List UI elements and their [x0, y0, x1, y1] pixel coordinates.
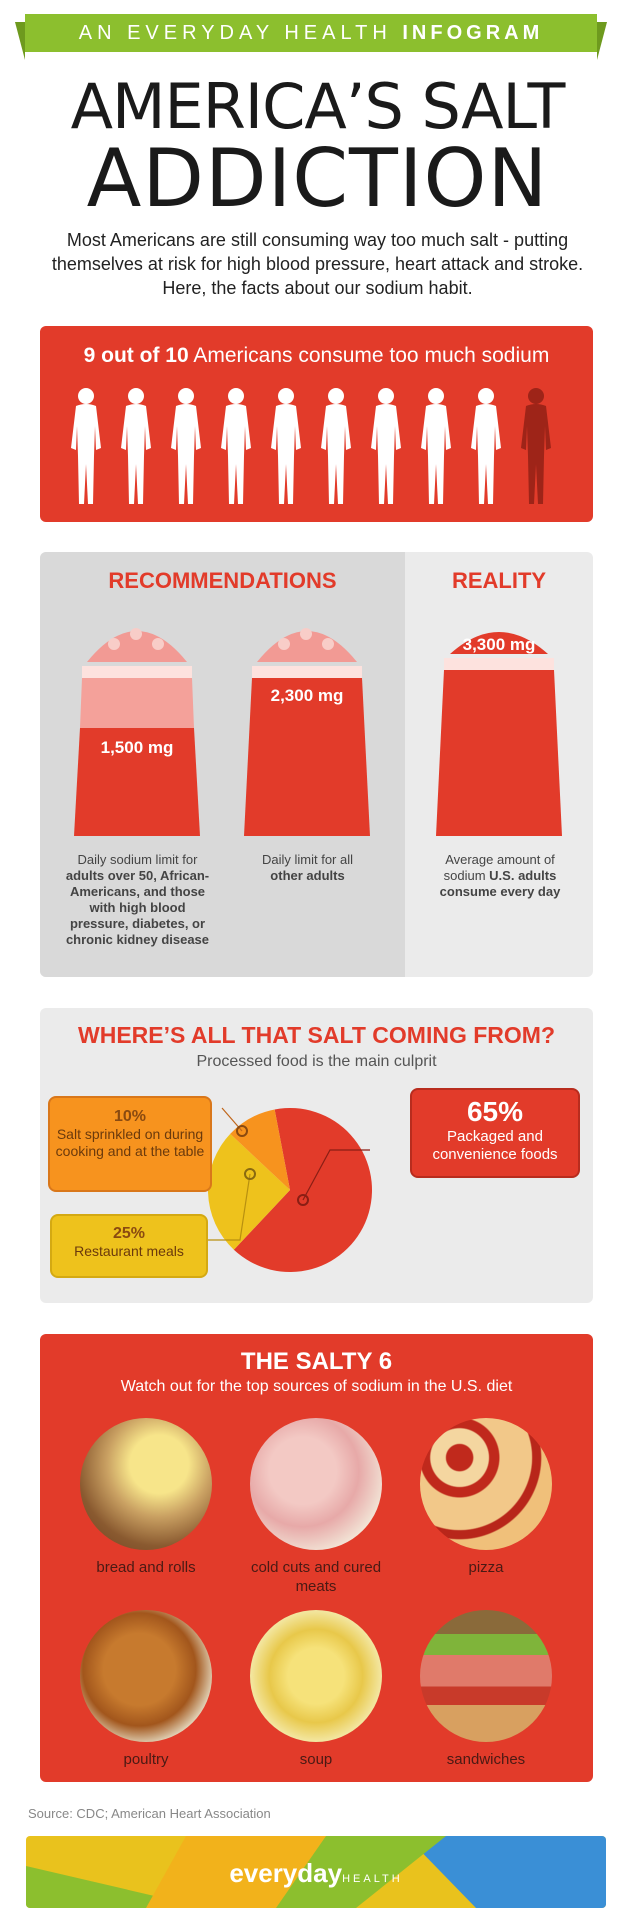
banner-emphasis: INFOGRAM [402, 22, 544, 44]
shaker-1500-caption-bold: adults over 50, African-Americans, and t… [65, 868, 210, 947]
shaker-2300-caption-bold: other adults [270, 868, 345, 883]
shaker-3300-amount: 3,300 mg [462, 635, 536, 654]
reality-caption-bold: U.S. adults consume every day [439, 868, 561, 899]
stat-emphasis: 9 out of 10 [83, 344, 189, 367]
callout-65-pct: 65% [466, 1096, 524, 1127]
person-icon [221, 388, 251, 504]
person-icon [121, 388, 151, 504]
salt-shaker-2300-icon [244, 628, 370, 836]
person-icon [71, 388, 101, 504]
marker-65 [297, 1194, 309, 1206]
sources-panel: WHERE’S ALL THAT SALT COMING FROM? Proce… [40, 1008, 593, 1303]
shaker-1500-amount: 1,500 mg [100, 738, 174, 757]
shaker-2300-amount: 2,300 mg [270, 686, 344, 705]
callout-10: 10% Salt sprinkled on during cooking and… [48, 1096, 212, 1192]
stat-rest: Americans consume too much sodium [193, 344, 550, 367]
sandwich-icon [420, 1610, 552, 1742]
reality-caption-pre: Average amount of sodium [443, 852, 555, 883]
salty-six-subtitle: Watch out for the top sources of sodium … [120, 1378, 513, 1395]
salt-shaker-3300-icon [436, 632, 562, 836]
callout-65-label: Packaged and convenience foods [432, 1128, 558, 1163]
footer-brand-suffix: HEALTH [342, 1873, 403, 1885]
soup-icon [250, 1610, 382, 1742]
stat-panel: 9 out of 10 Americans consume too much s… [40, 326, 593, 522]
intro-paragraph: Most Americans are still consuming way t… [51, 230, 584, 298]
recommendations-heading: RECOMMENDATIONS [108, 568, 337, 593]
callout-25-pct: 25% [112, 1225, 146, 1242]
person-icon [321, 388, 351, 504]
pizza-icon [420, 1418, 552, 1550]
reality-heading: REALITY [451, 568, 547, 593]
stat-heading: 9 out of 10 Americans consume too much s… [40, 344, 593, 368]
food-item-sandwiches: sandwiches [406, 1610, 566, 1769]
food-item-soup: soup [236, 1610, 396, 1769]
person-icon [521, 388, 551, 504]
callout-65: 65% Packaged and convenience foods [410, 1088, 580, 1178]
page-title-line2: ADDICTION [86, 132, 549, 225]
callout-25: 25% Restaurant meals [50, 1214, 208, 1278]
connector-65 [302, 1149, 370, 1201]
footer-banner: everydayHEALTH [26, 1836, 606, 1908]
pie-slice-10 [230, 1109, 290, 1190]
banner-fold-left [15, 22, 25, 60]
person-icon [371, 388, 401, 504]
source-note: Source: CDC; American Heart Association [28, 1806, 271, 1821]
footer-brand: everyday [229, 1858, 343, 1888]
salt-shaker-1500-icon [74, 628, 200, 836]
cold-cuts-icon [250, 1418, 382, 1550]
salty-six-panel: THE SALTY 6 Watch out for the top source… [40, 1334, 593, 1782]
food-label-bread: bread and rolls [96, 1559, 196, 1576]
recommendations-panel: RECOMMENDATIONS REALITY 1,500 mg 2,300 m… [40, 552, 593, 977]
food-item-bread: bread and rolls [66, 1418, 226, 1577]
callout-25-label: Restaurant meals [74, 1243, 184, 1259]
shaker-2300-caption-pre: Daily limit for all [261, 852, 353, 867]
food-label-pizza: pizza [468, 1559, 504, 1576]
banner-fold-right [597, 22, 607, 60]
connector-25 [205, 1173, 251, 1241]
sources-subtitle: Processed food is the main culprit [196, 1053, 437, 1070]
banner-prefix: AN EVERYDAY HEALTH [78, 22, 392, 44]
poultry-icon [80, 1610, 212, 1742]
sources-pie-chart [205, 1107, 372, 1272]
reality-caption: Average amount of sodium U.S. adults con… [425, 852, 575, 900]
pie-slice-65 [233, 1108, 372, 1272]
person-icon [171, 388, 201, 504]
people-row [68, 386, 568, 508]
person-icon [471, 388, 501, 504]
food-label-sandwiches: sandwiches [446, 1751, 526, 1768]
sources-title: WHERE’S ALL THAT SALT COMING FROM? [78, 1022, 555, 1048]
person-icon [271, 388, 301, 504]
header-banner: AN EVERYDAY HEALTH INFOGRAM [15, 14, 607, 60]
person-icon [421, 388, 451, 504]
banner-text: AN EVERYDAY HEALTH INFOGRAM [25, 14, 597, 52]
shaker-1500-caption-pre: Daily sodium limit for [77, 852, 198, 867]
bread-icon [80, 1418, 212, 1550]
food-item-cold-cuts: cold cuts and cured meats [236, 1418, 396, 1596]
page-title-line1: AMERICA’S SALT [70, 70, 566, 143]
food-label-soup: soup [299, 1751, 333, 1768]
marker-25 [244, 1168, 256, 1180]
food-item-poultry: poultry [66, 1610, 226, 1769]
food-item-pizza: pizza [406, 1418, 566, 1577]
callout-10-label: Salt sprinkled on during cooking and at … [55, 1126, 205, 1159]
pie-slice-25 [208, 1133, 290, 1250]
food-label-poultry: poultry [123, 1751, 169, 1768]
marker-10 [236, 1125, 248, 1137]
shaker-2300-caption: Daily limit for all other adults [235, 852, 380, 884]
salty-six-title: THE SALTY 6 [240, 1348, 393, 1375]
everyday-health-logo: everydayHEALTH [26, 1858, 606, 1889]
footer-background-graphic [26, 1836, 606, 1908]
callout-10-pct: 10% [113, 1108, 147, 1125]
shaker-1500-caption: Daily sodium limit for adults over 50, A… [65, 852, 210, 948]
food-label-cold-cuts: cold cuts and cured meats [250, 1559, 382, 1595]
